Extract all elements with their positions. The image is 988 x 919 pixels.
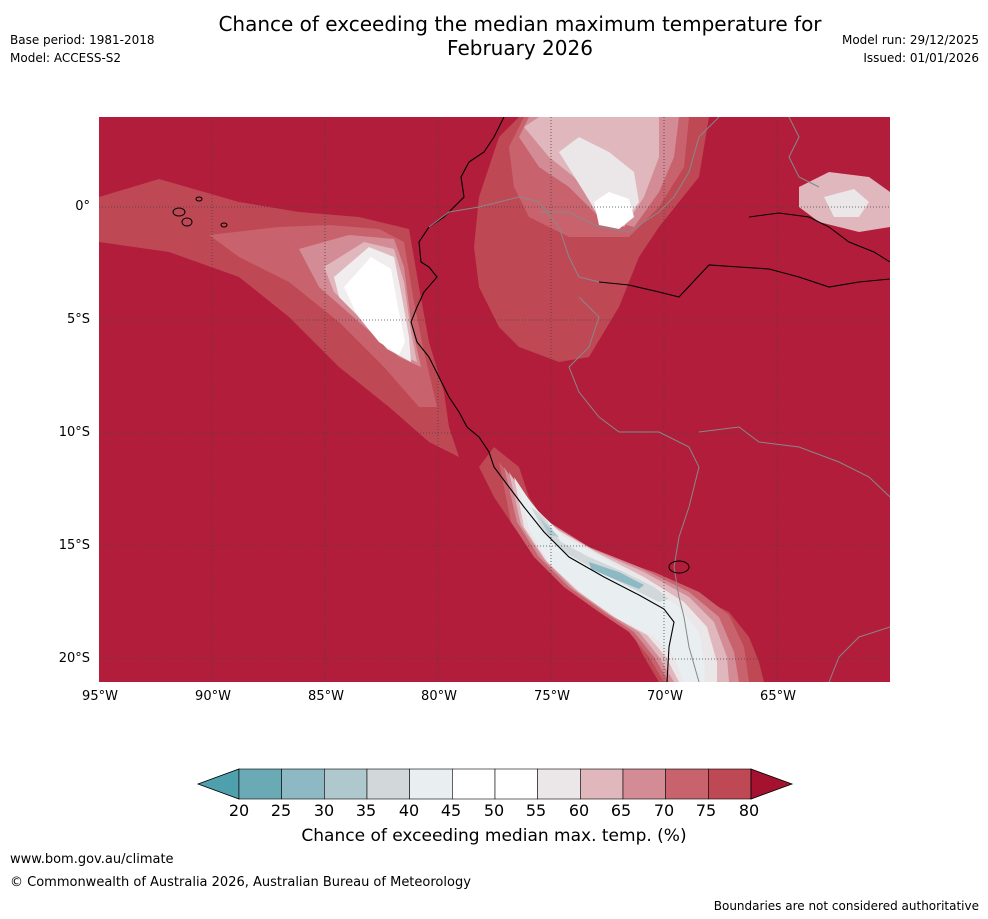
north-land-50 [594, 192, 634, 229]
lon-label-80w: 80°W [421, 689, 457, 704]
title-line-1: Chance of exceeding the median maximum t… [218, 12, 822, 36]
colorbar-cell [537, 768, 581, 800]
model-run-text: Model run: 29/12/2025 [841, 33, 979, 47]
andes-band-40 [531, 507, 669, 602]
cb-tick-80: 80 [738, 801, 760, 820]
colorbar [196, 767, 796, 801]
colorbar-cell [324, 768, 368, 800]
lake-titicaca [668, 560, 690, 574]
colorbar-cell [494, 768, 538, 800]
lon-label-90w: 90°W [195, 689, 231, 704]
base-period-text: Base period: 1981-2018 [10, 33, 155, 47]
andes-band-45 [519, 487, 705, 682]
lon-label-70w: 70°W [647, 689, 683, 704]
forecast-map [99, 117, 890, 682]
cb-tick-35: 35 [355, 801, 377, 820]
map-svg [99, 117, 890, 682]
colorbar-cell [580, 768, 624, 800]
cb-tick-45: 45 [440, 801, 462, 820]
colorbar-cell [366, 768, 410, 800]
chart-title: Chance of exceeding the median maximum t… [0, 12, 988, 60]
cb-tick-40: 40 [398, 801, 420, 820]
pacific-band-50 [344, 257, 405, 355]
cb-tick-70: 70 [653, 801, 675, 820]
lat-label-15s: 15°S [58, 538, 90, 553]
footer-disclaimer: Boundaries are not considered authoritat… [713, 899, 979, 913]
lat-label-5s: 5°S [66, 312, 90, 327]
coastline [410, 117, 675, 682]
lon-label-75w: 75°W [534, 689, 570, 704]
colorbar-low-arrow [196, 768, 240, 800]
title-line-2: February 2026 [447, 36, 593, 60]
colorbar-cell [452, 768, 496, 800]
lat-label-10s: 10°S [58, 425, 90, 440]
lat-label-20s: 20°S [58, 651, 90, 666]
andes-band-25 [589, 562, 644, 589]
colorbar-cell [622, 768, 666, 800]
colorbar-cell [409, 768, 453, 800]
north-blob-55 [824, 189, 869, 217]
cb-tick-20: 20 [228, 801, 250, 820]
cb-tick-65: 65 [610, 801, 632, 820]
river-line-2 [748, 212, 890, 263]
colorbar-label: Chance of exceeding median max. temp. (%… [301, 826, 687, 846]
cb-tick-25: 25 [270, 801, 292, 820]
andes-band-30 [539, 517, 559, 537]
colorbar-svg [196, 768, 794, 800]
issued-text: Issued: 01/01/2026 [863, 51, 979, 65]
colorbar-cell [238, 768, 282, 800]
lon-label-65w: 65°W [760, 689, 796, 704]
cb-tick-55: 55 [525, 801, 547, 820]
model-text: Model: ACCESS-S2 [10, 51, 122, 65]
colorbar-cells [238, 768, 752, 800]
colorbar-cell [708, 768, 752, 800]
gridlines [99, 117, 890, 682]
lon-label-85w: 85°W [308, 689, 344, 704]
cb-tick-30: 30 [313, 801, 335, 820]
cb-tick-50: 50 [483, 801, 505, 820]
meta-left: Base period: 1981-2018 Model: ACCESS-S2 [10, 31, 155, 67]
lon-label-95w: 95°W [82, 689, 118, 704]
cb-tick-75: 75 [695, 801, 717, 820]
river-line [598, 264, 890, 298]
country-borders [428, 117, 890, 682]
meta-right: Model run: 29/12/2025 Issued: 01/01/2026 [842, 31, 979, 67]
lat-label-0: 0° [75, 199, 90, 214]
colorbar-cell [665, 768, 709, 800]
cb-tick-60: 60 [568, 801, 590, 820]
galapagos-islands [172, 196, 228, 228]
colorbar-high-arrow [750, 768, 794, 800]
colorbar-cell [281, 768, 325, 800]
footer-url: www.bom.gov.au/climate [10, 852, 174, 867]
footer-copyright: © Commonwealth of Australia 2026, Austra… [10, 875, 471, 890]
